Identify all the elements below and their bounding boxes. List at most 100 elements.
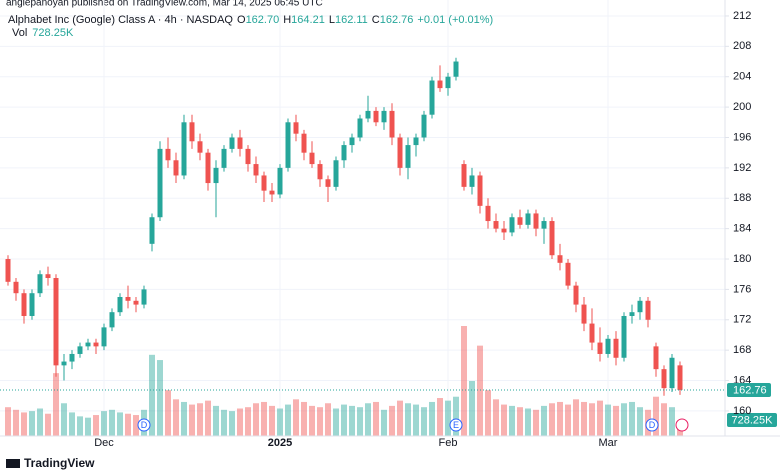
candle-body <box>205 152 211 184</box>
candle-body <box>229 137 235 149</box>
volume-bar <box>669 407 675 436</box>
volume-bar <box>509 405 515 436</box>
volume-bar <box>37 408 43 436</box>
volume-bar <box>237 408 243 436</box>
volume-bar <box>413 404 419 436</box>
candle-body <box>549 221 555 256</box>
candle-body <box>541 221 547 229</box>
candle-body <box>29 293 35 316</box>
legend: Alphabet Inc (Google) Class A · 4h · NAS… <box>8 14 493 26</box>
y-tick-label: 204 <box>733 71 751 83</box>
candle-body <box>637 300 643 313</box>
volume-bar <box>317 407 323 436</box>
brand-name: TradingView <box>24 456 95 470</box>
volume-bar <box>157 360 163 436</box>
volume-bar <box>381 409 387 436</box>
candle-body <box>69 353 75 362</box>
candle-body <box>525 213 531 225</box>
volume-bar <box>325 403 331 436</box>
y-tick-label: 196 <box>733 131 751 143</box>
x-tick-label: Feb <box>439 437 458 449</box>
candle-body <box>133 300 139 305</box>
volume-bar <box>45 413 51 436</box>
volume-bar <box>349 405 355 436</box>
volume-bar <box>5 407 11 436</box>
candle-body <box>533 213 539 229</box>
candle-body <box>53 278 59 366</box>
volume-bar <box>501 404 507 436</box>
volume-bar <box>197 403 203 436</box>
candle-body <box>557 255 563 263</box>
candle-body <box>477 175 483 206</box>
y-tick-label: 160 <box>733 405 751 417</box>
candle-body <box>269 190 275 195</box>
candle-body <box>85 342 91 347</box>
candle-body <box>45 274 51 279</box>
volume-bar <box>541 405 547 436</box>
volume-bar <box>341 404 347 436</box>
candle-body <box>453 61 459 77</box>
candle-body <box>597 342 603 354</box>
ohlc-label: O <box>237 14 246 26</box>
volume-bar <box>525 408 531 436</box>
volume-bar <box>373 401 379 436</box>
candle-body <box>221 148 227 168</box>
volume-bar <box>261 401 267 436</box>
volume-bar <box>421 407 427 436</box>
volume-badge-label: 728.25K <box>732 414 774 426</box>
volume-bar <box>677 426 683 436</box>
y-tick-label: 192 <box>733 162 751 174</box>
y-tick-label: 168 <box>733 344 751 356</box>
candle-body <box>245 148 251 165</box>
candle-body <box>149 217 155 244</box>
event-marker <box>137 418 151 432</box>
volume-bar <box>549 403 555 436</box>
candle-body <box>669 357 675 389</box>
candle-body <box>325 179 331 187</box>
candle-body <box>589 323 595 343</box>
x-tick-label: Mar <box>599 437 618 449</box>
volume-bar <box>485 390 491 436</box>
volume-bar <box>293 399 299 436</box>
candle-body <box>237 137 243 149</box>
candle-body <box>101 327 107 347</box>
volume-bar <box>661 403 667 436</box>
volume-bar <box>493 399 499 436</box>
volume-bar <box>653 396 659 436</box>
candle-body <box>517 217 523 225</box>
candle-body <box>493 221 499 229</box>
volume-bar <box>621 403 627 436</box>
candle-body <box>429 80 435 115</box>
volume-bar <box>573 399 579 436</box>
candle-body <box>317 164 323 180</box>
candle-body <box>157 148 163 218</box>
volume-bar <box>229 411 235 436</box>
candle-body <box>509 217 515 233</box>
candle-body <box>501 228 507 233</box>
volume-bar <box>189 404 195 436</box>
y-tick-label: 188 <box>733 192 751 204</box>
candle-body <box>365 110 371 119</box>
candle-body <box>189 122 195 142</box>
volume-bar <box>429 401 435 436</box>
change: +0.01 (+0.01%) <box>417 14 493 26</box>
volume-bar <box>285 404 291 436</box>
candle-body <box>469 175 475 187</box>
volume-bar <box>69 412 75 436</box>
candle-body <box>333 160 339 187</box>
volume-bar <box>605 404 611 436</box>
volume-bar <box>213 405 219 436</box>
volume-bar <box>173 399 179 436</box>
candle-body <box>629 312 635 316</box>
ohlc-value: 164.21 <box>291 14 325 26</box>
candle-body <box>77 346 83 354</box>
candle-body <box>109 312 115 328</box>
volume-bar <box>221 409 227 436</box>
x-tick-label: 2025 <box>268 437 292 449</box>
candle-body <box>277 167 283 195</box>
ohlc-label: H <box>283 14 291 26</box>
volume-bar <box>637 407 643 436</box>
volume-bar <box>253 403 259 436</box>
brand: TradingView <box>6 456 95 470</box>
